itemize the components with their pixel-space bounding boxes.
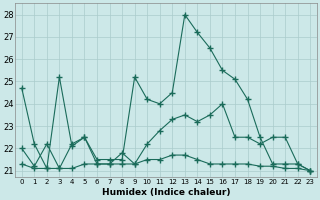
- X-axis label: Humidex (Indice chaleur): Humidex (Indice chaleur): [102, 188, 230, 197]
